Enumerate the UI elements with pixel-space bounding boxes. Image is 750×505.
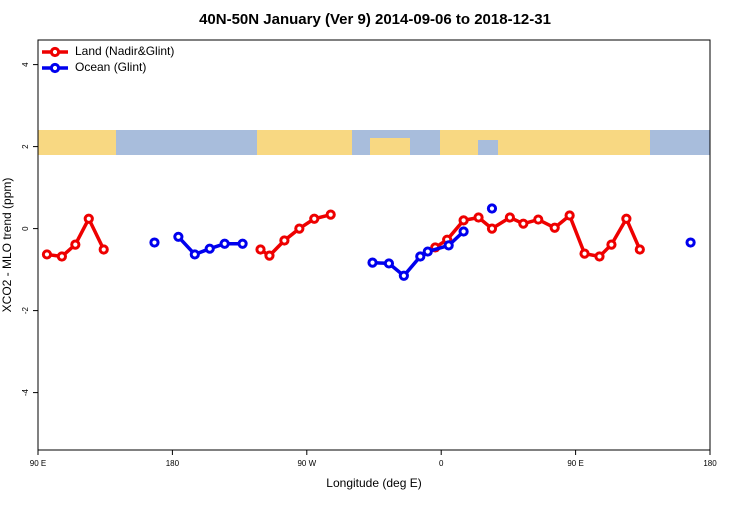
data-point — [383, 258, 395, 269]
series-line — [259, 212, 332, 258]
data-point — [325, 209, 336, 220]
x-tick-label: 90 W — [297, 459, 316, 468]
data-point — [458, 226, 469, 237]
y-tick-label: 2 — [21, 144, 30, 149]
plot-frame — [37, 39, 711, 451]
legend-label: Land (Nadir&Glint) — [75, 44, 174, 58]
data-point — [294, 223, 305, 234]
data-point — [41, 249, 53, 260]
chart-title: 40N-50N January (Ver 9) 2014-09-06 to 20… — [199, 11, 551, 28]
y-axis-label: XCO2 - MLO trend (ppm) — [0, 178, 14, 313]
data-point — [486, 203, 498, 214]
data-point — [219, 238, 230, 249]
x-tick-label: 180 — [703, 459, 717, 468]
y-tick-label: 4 — [21, 62, 30, 67]
data-point — [422, 246, 433, 257]
map-strip — [38, 130, 710, 155]
data-point — [279, 235, 290, 246]
x-tick-label: 180 — [166, 459, 180, 468]
data-point — [564, 210, 575, 221]
data-point — [204, 243, 215, 254]
data-point — [189, 249, 200, 260]
data-point — [264, 250, 275, 261]
series-line — [46, 214, 106, 259]
legend-label: Ocean (Glint) — [75, 60, 146, 74]
y-tick-label: -4 — [21, 388, 30, 396]
data-point — [56, 251, 67, 262]
data-point — [486, 223, 498, 234]
data-point — [98, 244, 109, 255]
data-point — [255, 244, 266, 255]
data-point — [621, 213, 632, 224]
x-tick-label: 90 E — [30, 459, 46, 468]
data-point — [533, 214, 544, 225]
data-point — [606, 239, 617, 250]
y-tick-label: -2 — [21, 306, 30, 314]
data-point — [173, 231, 184, 242]
x-tick-label: 90 E — [567, 459, 583, 468]
data-point — [594, 251, 605, 262]
data-point — [685, 237, 696, 248]
data-point — [518, 218, 529, 229]
data-point — [70, 239, 81, 250]
data-point — [549, 222, 560, 233]
data-point — [309, 213, 320, 224]
data-point — [634, 244, 645, 255]
data-point — [237, 238, 248, 249]
data-point — [367, 257, 378, 268]
legend-marker — [49, 46, 61, 58]
x-axis-label: Longitude (deg E) — [326, 476, 421, 490]
legend-marker — [49, 62, 61, 74]
data-point — [83, 213, 94, 224]
data-point — [398, 270, 409, 281]
data-point — [579, 248, 590, 259]
y-tick-label: 0 — [21, 226, 30, 231]
data-point — [504, 212, 515, 223]
data-point — [473, 212, 484, 223]
data-point — [443, 240, 454, 251]
x-tick-label: 0 — [439, 459, 444, 468]
data-point — [149, 237, 160, 248]
data-point — [415, 251, 426, 262]
data-point — [458, 215, 469, 226]
